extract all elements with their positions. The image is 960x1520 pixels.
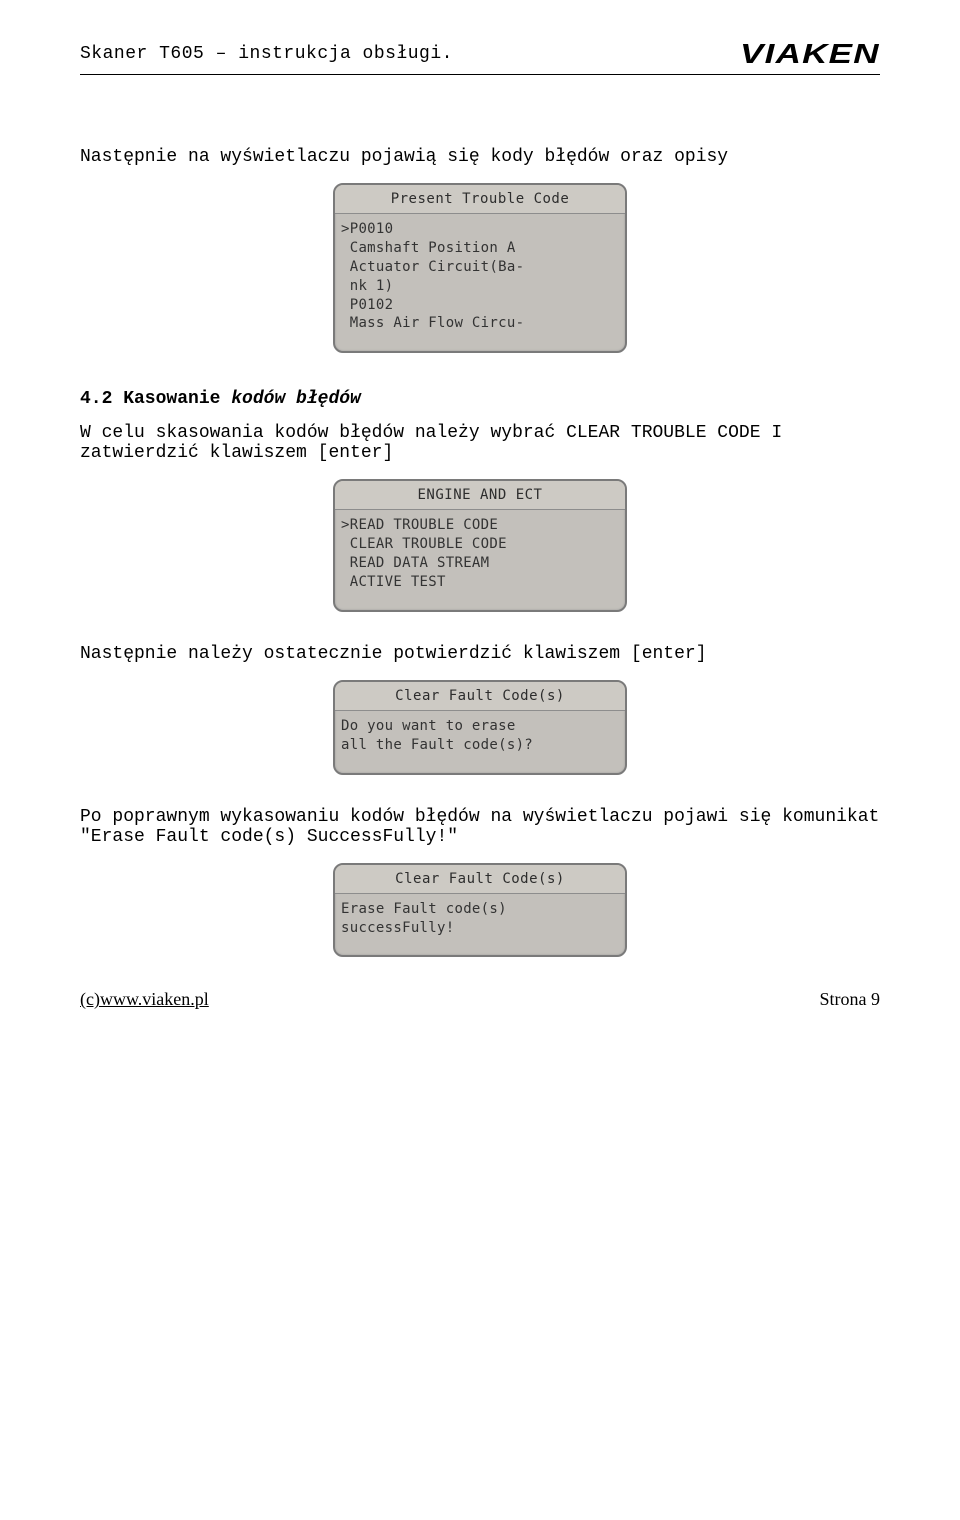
section-number: 4.2 Kasowanie (80, 389, 220, 409)
header-doc-title: Skaner T605 – instrukcja obsługi. (80, 44, 453, 64)
success-text: Po poprawnym wykasowaniu kodów błędów na… (80, 807, 880, 847)
lcd2-title: ENGINE AND ECT (335, 481, 625, 510)
page-footer: (c)www.viaken.pl Strona 9 (80, 989, 880, 1010)
intro-paragraph: Następnie na wyświetlaczu pojawią się ko… (80, 147, 880, 167)
footer-page-number: Strona 9 (820, 989, 881, 1010)
section-title-italic: kodów błędów (220, 389, 360, 409)
page: Skaner T605 – instrukcja obsługi. VIAKEN… (0, 0, 960, 1060)
lcd1-body: >P0010 Camshaft Position A Actuator Circ… (335, 214, 625, 351)
page-header: Skaner T605 – instrukcja obsługi. VIAKEN (80, 38, 880, 70)
lcd1-title: Present Trouble Code (335, 185, 625, 214)
confirm-text: Następnie należy ostatecznie potwierdzić… (80, 644, 880, 664)
lcd-screenshot-4: Clear Fault Code(s) Erase Fault code(s) … (80, 863, 880, 958)
lcd2-body: >READ TROUBLE CODE CLEAR TROUBLE CODE RE… (335, 510, 625, 610)
lcd3-body: Do you want to erase all the Fault code(… (335, 711, 625, 773)
header-divider (80, 74, 880, 75)
footer-url: (c)www.viaken.pl (80, 989, 209, 1010)
lcd-screenshot-3: Clear Fault Code(s) Do you want to erase… (80, 680, 880, 775)
brand-logo: VIAKEN (740, 38, 880, 70)
lcd-screenshot-2: ENGINE AND ECT >READ TROUBLE CODE CLEAR … (80, 479, 880, 612)
section-heading: 4.2 Kasowanie kodów błędów (80, 389, 880, 409)
lcd4-body: Erase Fault code(s) successFully! (335, 894, 625, 956)
lcd-screenshot-1: Present Trouble Code >P0010 Camshaft Pos… (80, 183, 880, 353)
lcd3-title: Clear Fault Code(s) (335, 682, 625, 711)
lcd4-title: Clear Fault Code(s) (335, 865, 625, 894)
section-body: W celu skasowania kodów błędów należy wy… (80, 423, 880, 463)
